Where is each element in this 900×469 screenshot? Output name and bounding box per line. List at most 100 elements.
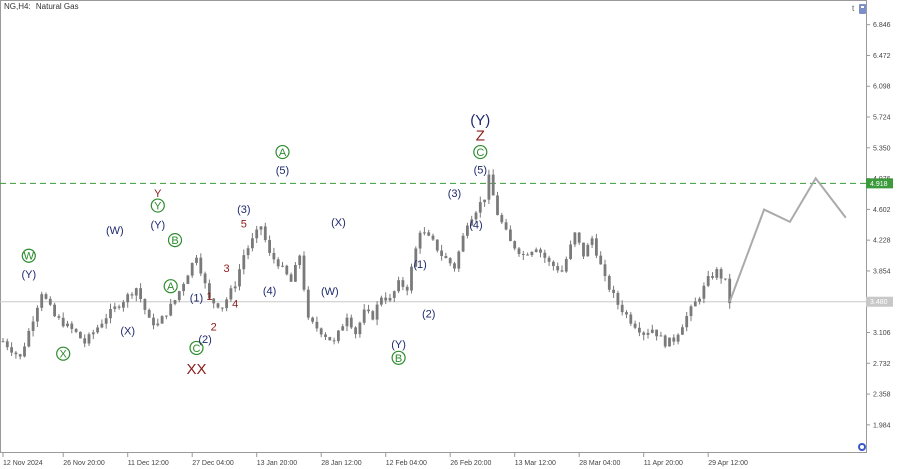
candle-body [392, 291, 396, 298]
candle-body [289, 274, 293, 282]
wave-label: B [395, 353, 402, 365]
wave-label: (Y) [391, 339, 406, 351]
candle-body [104, 318, 108, 324]
candle-body [36, 307, 39, 322]
symbol-title: NG,H4: Natural Gas [4, 2, 79, 11]
candle-body [143, 299, 147, 310]
candle-body [500, 215, 504, 223]
candle-body [388, 297, 392, 301]
price-tick-label: 3.854 [873, 268, 891, 275]
candle-body [354, 327, 357, 335]
candle-body [616, 292, 620, 305]
candle-body [681, 327, 684, 335]
candle-body [418, 232, 422, 249]
candle-body [225, 299, 228, 309]
candle-body [186, 275, 190, 284]
candle-body [281, 265, 284, 267]
wave-label: (1) [190, 293, 203, 305]
candle-body [169, 303, 173, 316]
wave-label: (Y) [150, 219, 165, 231]
candle-body [14, 352, 18, 355]
candle-body [487, 174, 491, 200]
time-tick-label: 26 Nov 20:00 [63, 460, 105, 467]
candle-body [560, 270, 564, 272]
candle-body [315, 321, 319, 329]
time-tick-label: 11 Dec 12:00 [128, 460, 169, 467]
candle-body [285, 265, 289, 275]
time-tick-label: 11 Apr 20:00 [644, 460, 683, 467]
wave-label: 1 [206, 291, 212, 303]
candle-body [306, 289, 310, 318]
wave-label: 2 [211, 322, 217, 334]
candle-body [629, 314, 633, 324]
candle-body [607, 276, 611, 290]
wave-label: XX [186, 361, 206, 378]
candle-body [590, 238, 594, 245]
candle-body [74, 328, 78, 332]
candle-body [478, 202, 482, 213]
wave-label: C [476, 147, 484, 159]
resistance-line-group: 4.918 [0, 178, 893, 189]
wave-label: (2) [422, 308, 435, 320]
candle-body [345, 317, 349, 327]
wave-label-circle [473, 144, 488, 160]
wave-label: (4) [263, 285, 276, 297]
candle-body [457, 251, 461, 269]
wave-label: (3) [448, 188, 461, 200]
candle-body [18, 354, 22, 357]
candle-body [715, 269, 719, 278]
chart-settings-icon[interactable] [858, 443, 866, 451]
candle-body [556, 266, 560, 271]
candle-body [685, 316, 689, 328]
candle-body [100, 323, 104, 328]
wave-label: C [193, 343, 201, 355]
candle-body [362, 309, 366, 323]
candle-body [513, 241, 517, 249]
candle-body [728, 278, 732, 304]
candle-body [672, 337, 676, 342]
price-tick-label: 5.350 [873, 145, 891, 152]
candle-body [147, 309, 151, 318]
wave-label-circle [56, 346, 71, 361]
candle-body [397, 280, 400, 292]
candle-body [1, 341, 5, 343]
wave-label: (X) [331, 217, 346, 229]
candle-body [595, 238, 598, 256]
candle-body [199, 257, 203, 274]
current-price-label: 3.480 [870, 299, 888, 306]
candle-body [552, 261, 555, 267]
wave-label: (Y) [21, 269, 36, 281]
candle-body [337, 330, 340, 342]
candle-body [208, 283, 211, 299]
candle-body [328, 337, 332, 341]
candle-body [23, 346, 26, 357]
wave-label: (X) [120, 326, 135, 338]
candle-body [122, 302, 125, 308]
candle-body [603, 264, 607, 277]
wave-label: (Y) [470, 112, 490, 129]
one-click-trading-icon[interactable] [859, 4, 866, 14]
trade-corner-label[interactable]: t [852, 4, 855, 13]
candle-body [423, 232, 426, 234]
candle-body [453, 263, 456, 269]
candle-body [466, 225, 469, 236]
candle-body [229, 288, 233, 300]
candle-body [48, 298, 52, 305]
candle-body [414, 248, 418, 267]
candle-body [693, 301, 697, 307]
candle-body [401, 280, 405, 287]
candle-body [435, 239, 439, 251]
candle-body [384, 297, 388, 301]
candle-body [702, 285, 706, 299]
wave-label: (3) [237, 204, 250, 216]
candle-body [294, 264, 297, 282]
wave-label: (5) [276, 165, 289, 177]
candle-body [620, 304, 624, 313]
forecast-path [728, 176, 847, 303]
time-tick-label: 29 Apr 12:00 [708, 460, 748, 467]
candle-body [530, 251, 534, 256]
plot-frame [0, 0, 867, 453]
candle-body [577, 232, 581, 243]
candle-body [126, 294, 130, 303]
